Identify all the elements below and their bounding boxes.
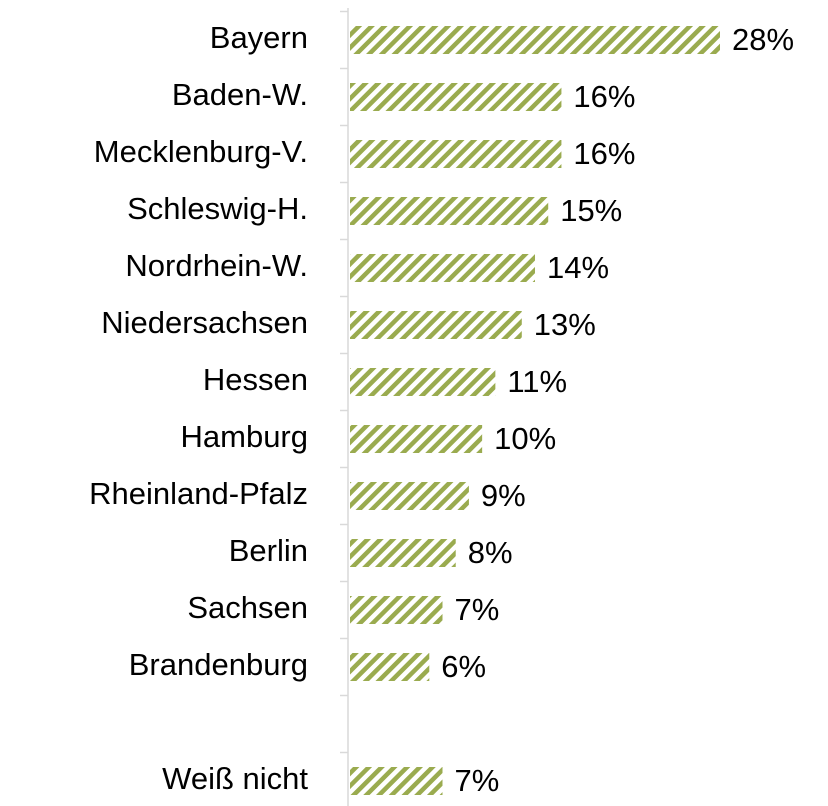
value-label: 14% — [547, 250, 609, 285]
value-label: 8% — [468, 535, 513, 570]
category-label: Weiß nicht — [162, 761, 308, 796]
value-label: 7% — [455, 763, 500, 798]
bar — [350, 767, 443, 795]
bar — [350, 653, 430, 681]
category-label: Brandenburg — [129, 647, 308, 682]
category-label: Niedersachsen — [101, 305, 308, 340]
value-label: 16% — [573, 79, 635, 114]
category-label: Schleswig-H. — [127, 191, 308, 226]
category-label: Hamburg — [181, 419, 309, 454]
bar — [350, 311, 522, 339]
value-label: 13% — [534, 307, 596, 342]
bar — [350, 425, 483, 453]
value-label: 15% — [560, 193, 622, 228]
bar — [350, 140, 562, 168]
bar — [350, 368, 496, 396]
category-label: Sachsen — [187, 590, 308, 625]
bar — [350, 83, 562, 111]
category-label: Baden-W. — [172, 77, 308, 112]
category-label: Hessen — [203, 362, 308, 397]
value-label: 11% — [507, 364, 567, 399]
bar — [350, 254, 535, 282]
bar — [350, 197, 549, 225]
category-label: Rheinland-Pfalz — [89, 476, 308, 511]
value-label: 28% — [732, 22, 794, 57]
value-label: 6% — [441, 649, 486, 684]
value-label: 10% — [494, 421, 556, 456]
category-label: Mecklenburg-V. — [94, 134, 308, 169]
category-label: Bayern — [210, 20, 308, 55]
category-label: Nordrhein-W. — [125, 248, 308, 283]
category-label: Berlin — [229, 533, 308, 568]
value-label: 7% — [455, 592, 500, 627]
value-label: 16% — [573, 136, 635, 171]
bar — [350, 596, 443, 624]
bar — [350, 482, 469, 510]
bar — [350, 539, 456, 567]
bar — [350, 26, 720, 54]
value-label: 9% — [481, 478, 526, 513]
